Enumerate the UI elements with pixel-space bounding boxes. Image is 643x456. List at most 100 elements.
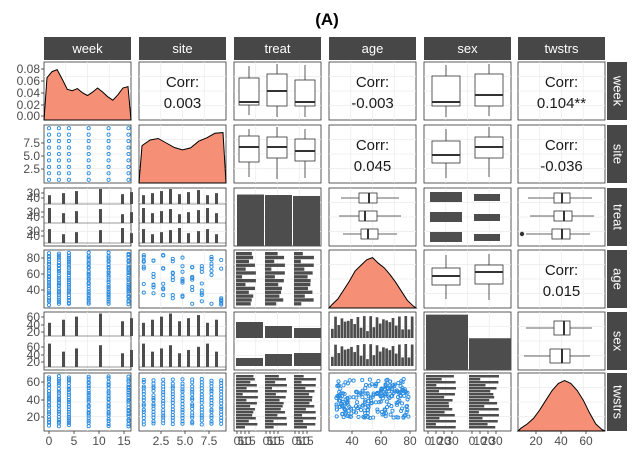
point-age-week	[126, 266, 131, 271]
point-twstrs-week	[66, 409, 71, 414]
hist-twstrs-by-sex	[469, 402, 498, 405]
point-twstrs-site	[151, 398, 156, 403]
point-site-week	[126, 132, 131, 137]
bar-treat-by-sex	[430, 232, 462, 242]
point-age-site	[190, 275, 195, 280]
point-twstrs-site	[161, 377, 166, 382]
point-twstrs-site	[199, 377, 204, 382]
x-tick-label: 2.5	[153, 434, 170, 448]
bar-week-by-sex	[48, 343, 51, 367]
point-twstrs-age	[351, 395, 356, 400]
point-twstrs-site	[170, 381, 175, 386]
bar-site-by-sex	[206, 322, 209, 336]
col-strip-sex	[424, 37, 511, 60]
x-tick-label: 5.0	[177, 434, 194, 448]
point-age-site	[141, 266, 146, 271]
point-twstrs-site	[190, 384, 195, 389]
point-age-site	[170, 275, 175, 280]
bar-site-by-treat	[169, 230, 172, 243]
hist-age-by-treat	[265, 259, 275, 264]
hist-twstrs-by-treat	[294, 399, 312, 402]
point-twstrs-age	[379, 409, 385, 414]
point-age-site	[161, 281, 166, 286]
bar-treat-by-sex	[474, 194, 500, 201]
bar-week-by-treat	[75, 191, 78, 204]
point-age-week	[106, 273, 111, 278]
point-twstrs-week	[46, 417, 52, 422]
point-site-week	[106, 164, 111, 169]
point-twstrs-age	[363, 414, 368, 419]
x-tick-label: 15	[271, 434, 285, 448]
point-twstrs-site	[170, 377, 175, 382]
point-twstrs-age	[386, 389, 391, 394]
point-twstrs-age	[390, 394, 395, 399]
corr-label: Corr:	[545, 137, 578, 154]
point-age-site	[151, 282, 156, 287]
point-age-site	[151, 258, 156, 263]
corr-value: 0.015	[543, 283, 581, 300]
point-age-site	[170, 270, 175, 275]
x-tick-label: 10	[238, 434, 252, 448]
point-twstrs-site	[219, 378, 224, 383]
point-age-site	[141, 264, 146, 269]
hist-twstrs-by-sex	[426, 390, 440, 393]
hist-twstrs-by-treat	[294, 426, 307, 429]
point-twstrs-week	[56, 398, 61, 403]
bar-site-by-treat	[178, 194, 181, 204]
hist-age-by-sex	[353, 324, 357, 338]
hist-age-by-treat	[236, 275, 243, 279]
point-twstrs-age	[346, 408, 351, 413]
point-twstrs-site	[209, 419, 214, 424]
x-tick-label: 10	[473, 434, 487, 448]
point-twstrs-age	[336, 383, 341, 388]
point-twstrs-site	[161, 390, 166, 395]
y-tick-label: 40	[27, 318, 41, 332]
point-twstrs-week	[86, 411, 91, 416]
point-age-site	[209, 268, 214, 273]
hist-age-by-sex	[337, 353, 341, 366]
point-twstrs-age	[375, 407, 380, 412]
point-twstrs-site	[141, 407, 146, 412]
density-week	[43, 68, 132, 121]
point-twstrs-site	[151, 378, 156, 383]
point-age-week	[56, 270, 61, 275]
point-twstrs-site	[209, 415, 214, 420]
point-site-week	[106, 177, 111, 182]
y-tick-label: 0.06	[17, 74, 41, 88]
point-age-week	[66, 298, 71, 303]
hist-twstrs-by-sex	[469, 414, 499, 417]
point-site-week	[86, 132, 91, 137]
point-twstrs-week	[126, 413, 131, 418]
point-twstrs-site	[151, 385, 156, 391]
hist-twstrs-by-sex	[426, 411, 445, 414]
y-tick-label: 0.08	[17, 62, 41, 76]
x-tick-label: 7.5	[201, 434, 218, 448]
point-twstrs-site	[199, 415, 204, 420]
hist-age-by-treat	[236, 279, 256, 283]
point-site-week	[86, 171, 91, 176]
point-site-week	[126, 177, 131, 182]
col-strip-treat	[234, 37, 321, 60]
outlier-point	[519, 231, 525, 237]
point-twstrs-week	[66, 397, 71, 402]
x-tick-label: 0	[425, 434, 432, 448]
point-twstrs-week	[86, 416, 91, 421]
hist-twstrs-by-treat	[265, 381, 276, 384]
hist-twstrs-by-sex	[426, 384, 437, 387]
hist-age-by-sex	[391, 318, 395, 338]
point-age-week	[86, 293, 91, 298]
hist-twstrs-by-treat	[265, 384, 287, 387]
x-tick-label: 5	[267, 434, 274, 448]
point-twstrs-site	[190, 415, 195, 420]
point-twstrs-week	[106, 413, 111, 418]
x-tick-label: 5	[296, 434, 303, 448]
point-twstrs-age	[334, 395, 339, 401]
hist-twstrs-by-sex	[426, 381, 456, 384]
corr-label: Corr:	[166, 74, 199, 91]
hist-twstrs-by-sex	[469, 399, 490, 402]
x-tick-label: 15	[117, 434, 131, 448]
density-twstrs	[516, 380, 606, 432]
y-tick-label: 40	[27, 210, 41, 224]
point-twstrs-site	[170, 415, 175, 420]
point-site-week	[126, 145, 131, 150]
